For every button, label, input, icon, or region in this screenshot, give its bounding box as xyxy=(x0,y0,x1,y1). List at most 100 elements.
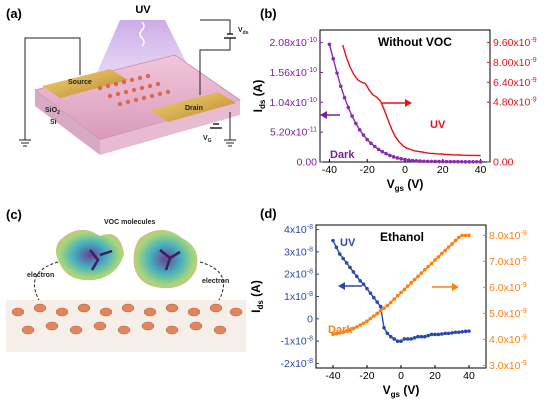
data-point-uv xyxy=(351,270,356,274)
data-point-dark xyxy=(341,330,346,334)
x-axis-label-sub: gs xyxy=(391,390,401,399)
source-electrode xyxy=(42,69,128,98)
data-point-dark xyxy=(331,56,336,61)
y-right-tick-label-exponent: -9 xyxy=(530,57,536,64)
y-left-tick-label: 1.56x10-10 xyxy=(270,67,318,79)
y-left-tick-label-mantissa: -2x10 xyxy=(281,358,307,370)
data-point-dark xyxy=(474,159,479,164)
data-point-dark xyxy=(361,133,366,137)
x-tick-label: 40 xyxy=(475,164,487,176)
vg-label: VG xyxy=(203,135,212,144)
data-point-dark xyxy=(358,323,363,327)
data-point-dark xyxy=(414,159,419,163)
y-right-tick-label-mantissa: 8.0x10 xyxy=(489,230,521,242)
y-right-tick-label-exponent: -9 xyxy=(521,308,527,315)
data-point-dark xyxy=(350,114,354,118)
data-point-dark xyxy=(391,155,396,159)
data-point-dark xyxy=(437,159,441,164)
data-point-uv xyxy=(338,252,342,256)
voc-molecules-label: VOC molecules xyxy=(104,219,155,226)
data-point-dark xyxy=(342,95,347,100)
data-point-dark xyxy=(443,248,448,253)
data-point-dark xyxy=(440,251,444,256)
data-point-dark xyxy=(357,128,362,132)
data-point-uv xyxy=(399,339,403,343)
y-left-tick-label: 2x10-8 xyxy=(284,269,313,281)
data-point-dark xyxy=(422,159,426,164)
y-right-tick-label-exponent: -9 xyxy=(530,37,536,44)
data-point-dark xyxy=(385,303,390,308)
data-point-dark xyxy=(453,238,458,243)
y-right-tick-label-mantissa: 5.0x10 xyxy=(489,308,521,320)
data-point-uv xyxy=(372,295,376,300)
arrow-head-left xyxy=(338,282,345,290)
y-left-tick-label-mantissa: 1.56x10 xyxy=(270,67,308,79)
panel-c-voc-illustration: (c) VOC molecules electron electron xyxy=(6,207,246,352)
data-point-dark xyxy=(399,157,404,161)
data-point-dark xyxy=(365,319,369,324)
data-point-dark xyxy=(446,245,451,249)
series-line-dark xyxy=(332,234,469,335)
y-left-tick-label-exponent: -10 xyxy=(307,97,317,104)
sio2-label: SiO2 xyxy=(45,107,60,116)
data-point-uv xyxy=(467,329,471,333)
data-point-dark xyxy=(467,159,472,164)
data-point-dark xyxy=(410,158,415,163)
data-point-uv xyxy=(385,331,390,336)
y-left-tick-label: 1.04x10-10 xyxy=(270,97,318,109)
data-point-dark xyxy=(460,233,465,238)
y-right-tick-label: 8.00x10-9 xyxy=(493,57,537,69)
x-axis-label-sub: gs xyxy=(395,184,405,193)
y-right-tick-label: 9.60x10-9 xyxy=(493,37,537,49)
y-right-tick-label-exponent: -9 xyxy=(521,230,527,237)
y-axis-label-unit: (A) xyxy=(251,80,265,100)
data-point-dark xyxy=(355,325,359,329)
annotation-dark: Dark xyxy=(330,149,355,161)
data-point-dark xyxy=(450,242,454,246)
x-axis-label-unit: (V) xyxy=(404,177,423,191)
data-point-dark xyxy=(402,287,407,292)
data-point-dark xyxy=(403,157,407,162)
x-axis-label: Vgs (V) xyxy=(383,383,420,399)
y-right-tick-label-mantissa: 7.0x10 xyxy=(489,256,521,268)
data-point-dark xyxy=(399,290,403,295)
panel-a-label: (a) xyxy=(6,6,22,21)
x-tick-label: 40 xyxy=(463,370,475,382)
data-point-dark xyxy=(459,159,464,164)
panel-a-device-illustration: (a) UV SiO2 Si Source Drain Vds VG xyxy=(6,4,249,155)
data-point-uv xyxy=(375,300,380,304)
y-right-tick-label-mantissa: 4.80x10 xyxy=(493,97,531,109)
data-point-dark xyxy=(478,160,483,164)
surface-atoms xyxy=(11,303,243,335)
y-left-tick-label-mantissa: 2.08x10 xyxy=(270,37,308,49)
y-axis-label-sub: ds xyxy=(258,99,267,109)
panel-d-label: (d) xyxy=(260,206,277,221)
data-point-dark xyxy=(384,151,388,156)
y-right-tick-label-exponent: -9 xyxy=(530,97,536,104)
vds-label: Vds xyxy=(238,27,249,36)
data-point-dark xyxy=(389,300,393,305)
data-point-uv xyxy=(365,286,369,291)
y-left-tick-label-mantissa: 1x10 xyxy=(284,291,307,303)
data-point-dark xyxy=(412,277,417,282)
data-point-dark xyxy=(375,311,380,316)
data-point-uv xyxy=(395,339,400,343)
y-left-tick-label-mantissa: -1x10 xyxy=(281,336,307,348)
substrate-left-face xyxy=(35,90,100,155)
data-point-dark xyxy=(372,314,376,318)
y-right-tick-label: 6.40x10-9 xyxy=(493,77,537,89)
data-point-uv xyxy=(457,330,461,335)
x-tick-label: 0 xyxy=(402,164,408,176)
arrow-head-right xyxy=(452,283,459,291)
y-left-tick-label: 3x10-8 xyxy=(284,246,313,258)
data-point-dark xyxy=(406,158,411,162)
x-axis-label-unit: (V) xyxy=(400,383,419,397)
data-point-dark xyxy=(395,293,400,298)
data-point-uv xyxy=(416,334,420,339)
y-right-tick-label: 4.0x10-9 xyxy=(489,334,527,346)
y-axis-label-unit: (A) xyxy=(249,280,263,300)
chart-b: (b) -40 -20 0 20 400.005.20x10-111.04x10-101… xyxy=(251,6,537,193)
y-right-tick-label-exponent: -9 xyxy=(521,282,527,289)
y-left-tick-label: 1x10-8 xyxy=(284,291,313,303)
